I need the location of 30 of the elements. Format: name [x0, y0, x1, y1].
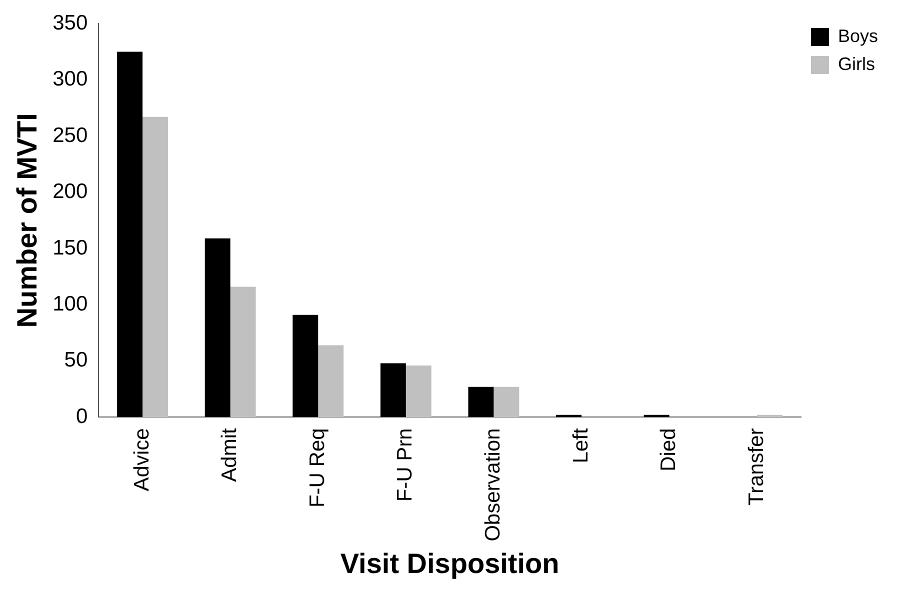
bar [494, 386, 520, 418]
x-tick-label: Died [657, 428, 680, 472]
legend-label: Boys [838, 26, 878, 46]
legend-label: Girls [838, 54, 875, 74]
bar [117, 52, 143, 418]
x-tick-label: F-U Prn [394, 428, 417, 502]
y-tick-label: 200 [52, 180, 88, 204]
bar [230, 286, 256, 418]
y-tick-label: 350 [52, 11, 88, 34]
bar [380, 363, 406, 418]
y-tick-label: 250 [52, 124, 88, 147]
y-tick-label: 100 [52, 292, 88, 316]
x-tick-label: Admit [218, 428, 242, 482]
bar [142, 116, 168, 418]
bar [468, 386, 494, 418]
bar [406, 365, 432, 418]
x-tick-label: Advice [130, 428, 154, 492]
bar [204, 238, 230, 418]
x-tick-label: Transfer [744, 428, 768, 506]
y-axis-title: Number of MVTI [12, 113, 43, 328]
y-tick-label: 0 [76, 404, 88, 428]
x-tick-label: Left [569, 428, 592, 464]
x-tick-label: Observation [482, 428, 505, 542]
x-tick-label: F-U Req [306, 428, 329, 508]
y-tick-label: 150 [52, 236, 88, 260]
y-tick-label: 300 [52, 68, 88, 91]
bar [318, 345, 344, 418]
x-axis-title: Visit Disposition [340, 548, 560, 579]
bar [292, 314, 318, 418]
y-tick-label: 50 [64, 348, 88, 372]
